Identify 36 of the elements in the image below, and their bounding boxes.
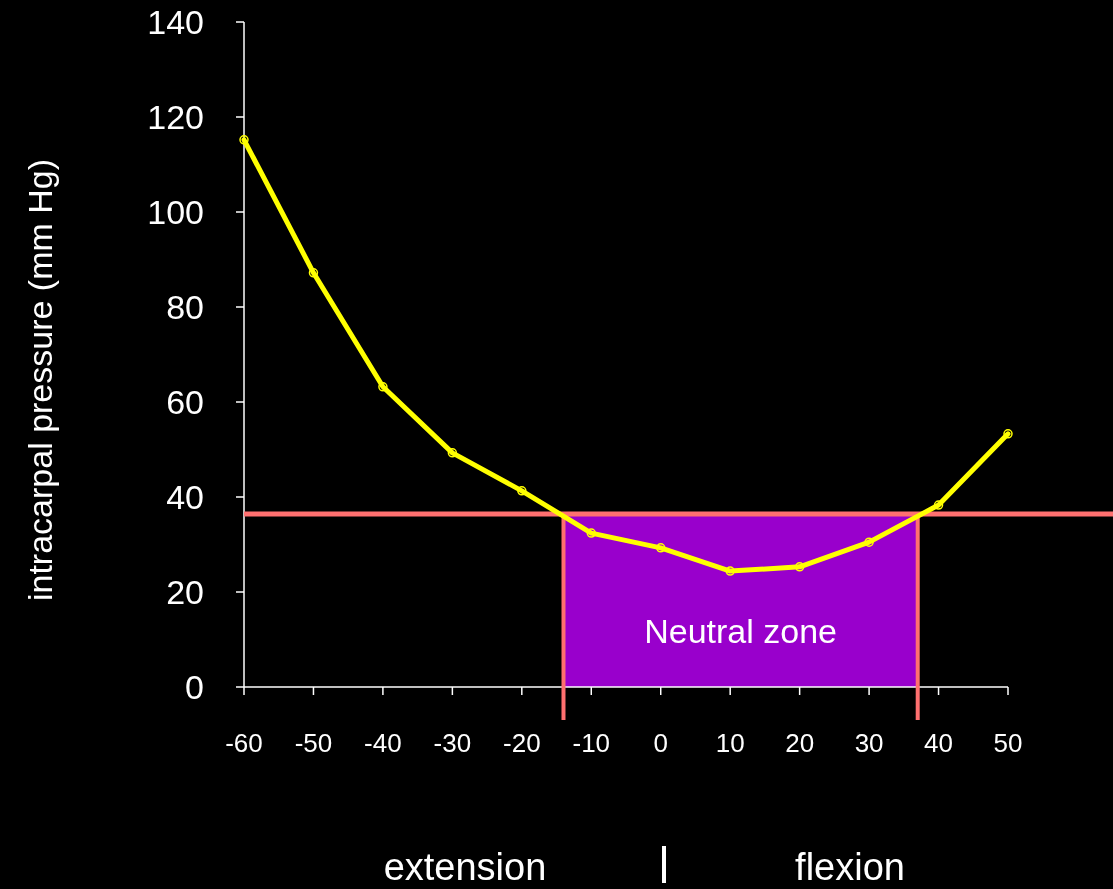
y-tick-label: 40 — [166, 477, 204, 516]
point — [378, 382, 388, 392]
point — [864, 537, 874, 547]
y-tick-label: 100 — [147, 192, 204, 231]
point — [933, 500, 944, 510]
point — [586, 528, 597, 538]
point — [655, 543, 666, 553]
y-axis-title: intracarpal pressure (mm Hg) — [21, 158, 59, 602]
x-tick-label: 30 — [854, 728, 884, 758]
x-tick-label: 50 — [993, 728, 1023, 758]
point — [447, 448, 458, 458]
x-tick-label: 40 — [924, 728, 954, 758]
y-tick-label: 140 — [147, 2, 204, 41]
x-tick-label: -60 — [225, 728, 263, 758]
y-tick-label: 60 — [166, 382, 204, 421]
band-label: Neutral zone — [644, 612, 837, 650]
y-tick-label: 0 — [185, 667, 204, 706]
point — [1003, 429, 1013, 439]
y-tick-label: 20 — [166, 572, 204, 611]
x-tick-label: -50 — [294, 728, 333, 758]
x-tick-label: 0 — [653, 728, 668, 758]
y-tick-label: 120 — [147, 97, 204, 136]
x-tick-label: -10 — [572, 728, 611, 758]
x-tick-label: -30 — [433, 728, 472, 758]
point — [517, 486, 527, 496]
point — [239, 135, 249, 145]
point — [725, 566, 735, 576]
text: flexion — [795, 846, 905, 888]
x-tick-label: 10 — [715, 728, 745, 758]
x-tick-label: -40 — [364, 728, 402, 758]
point — [794, 562, 805, 572]
y-tick-label: 80 — [166, 287, 204, 326]
x-tick-label: -20 — [503, 728, 541, 758]
x-tick-label: 20 — [785, 728, 815, 758]
text: extension — [383, 846, 547, 888]
point — [308, 268, 319, 278]
